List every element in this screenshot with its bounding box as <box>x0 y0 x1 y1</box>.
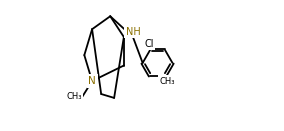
Text: NH: NH <box>126 27 140 37</box>
Text: CH₃: CH₃ <box>160 77 175 86</box>
Text: N: N <box>88 76 96 86</box>
Text: CH₃: CH₃ <box>66 92 82 101</box>
Text: Cl: Cl <box>144 39 154 48</box>
